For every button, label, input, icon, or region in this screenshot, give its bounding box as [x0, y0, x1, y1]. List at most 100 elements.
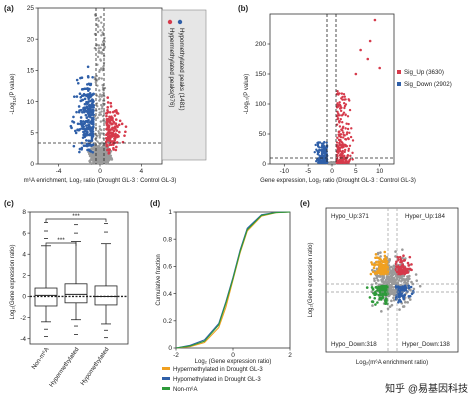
panel-a-point-ns [88, 160, 92, 164]
panel-b-point-up [345, 158, 348, 161]
panel-a-point-ns [97, 49, 101, 53]
panel-e-point-hypo-up [375, 263, 379, 266]
panel-b-point-down [321, 149, 325, 153]
panel-a-point-ns [98, 76, 101, 80]
panel-c-ytick-label-0: -4 [20, 336, 26, 343]
panel-e-point-ns [410, 280, 413, 284]
legend-d-non-marker [162, 387, 170, 390]
panel-a-point-ns [100, 110, 103, 113]
panel-b-point-up [340, 106, 343, 110]
panel-a-point-hyper [106, 148, 110, 152]
panel-a-point-ns [88, 154, 92, 158]
panel-b-point-up [351, 139, 355, 142]
panel-e-point-hypo-up [384, 256, 387, 260]
panel-c-category-2: Hypomethylated [79, 346, 111, 387]
panel-a-point-hypo [86, 119, 89, 123]
panel-a-point-ns [90, 147, 93, 150]
panel-b-label: (b) [238, 4, 249, 13]
panel-a-point-hypo [80, 88, 84, 91]
panel-b-point-up [337, 151, 340, 155]
panel-e-point-ns [409, 288, 412, 292]
panel-a-point-ns [96, 30, 100, 34]
sig-mark-2: *** [72, 213, 80, 220]
panel-e-point-ns [393, 272, 397, 276]
panel-b-point-down [318, 148, 321, 152]
panel-a-point-hypo [90, 136, 94, 140]
panel-c-ytick-label-4: 4 [22, 251, 26, 258]
panel-e-point-ns [401, 248, 404, 251]
panel-e-point-ns [387, 278, 391, 281]
panel-b-point-up [344, 127, 347, 130]
panel-e-point-ns [418, 284, 422, 288]
panel-b-point-down [313, 150, 316, 154]
panel-a-point-hyper [109, 101, 113, 105]
panel-e-point-hyper-down [403, 293, 406, 297]
panel-a-point-ns [96, 63, 99, 66]
panel-a-point-hypo [85, 139, 88, 142]
panel-c-ylabel: Log₂(Gene expression ratio) [10, 244, 16, 319]
panel-a-xlabel: m⁶A enrichment, Log₂ ratio (Drought GL-3… [24, 177, 177, 184]
panel-a-point-hypo [87, 100, 90, 103]
panel-a-point-ns [100, 21, 103, 24]
panel-a-point-hyper [105, 144, 108, 147]
panel-a-point-hypo [70, 126, 73, 130]
panel-b-xtick-label-1: -5 [305, 168, 311, 175]
panel-e-point-hyper-up [404, 269, 407, 273]
panel-b-point-up [349, 135, 353, 139]
panel-e-point-hyper-down [399, 286, 402, 289]
panel-a-point-hypo [88, 92, 92, 95]
panel-e: Hypo_Up:371 Hyper_Up:184 Hypo_Down:318 H… [308, 207, 459, 366]
panel-a-point-ns [99, 143, 102, 146]
panel-a-legend [161, 9, 207, 161]
panel-e-point-hyper-up [407, 264, 410, 267]
panel-a-point-hypo [82, 130, 85, 134]
panel-e-point-hyper-up [396, 258, 400, 262]
panel-a-point-hypo [87, 143, 91, 146]
panel-b-point-down [318, 141, 322, 144]
panel-e-point-ns [376, 278, 380, 282]
panel-b-point-up [343, 98, 346, 101]
panel-a-point-hypo [78, 109, 81, 112]
panel-a-point-hypo [84, 113, 88, 117]
panel-a-point-hypo [86, 83, 89, 86]
panel-d-ytick-label-5: 1 [168, 209, 172, 216]
panel-b-point-up [336, 102, 339, 105]
panel-e-point-ns [397, 279, 401, 282]
panel-b-point-up [343, 104, 347, 108]
panel-a-point-hyper [115, 124, 119, 128]
panel-e-point-hyper-down [412, 291, 415, 294]
panel-a-ytick-label-4: 20 [27, 36, 35, 43]
panel-a-point-ns [100, 128, 103, 132]
panel-b-point-up [345, 133, 349, 136]
panel-b-point-up [340, 92, 344, 95]
panel-e-point-hyper-down [404, 285, 407, 289]
panel-a-point-hypo [87, 123, 91, 127]
panel-a-point-hypo [72, 115, 75, 119]
panel-a-point-hypo [78, 92, 82, 96]
panel-b-point-down [317, 157, 320, 160]
panel-a-point-hypo [91, 134, 95, 138]
panel-a-point-ns [98, 95, 101, 98]
panel-b-point-ns [329, 162, 332, 165]
panel-a-point-hypo [83, 108, 87, 112]
panel-e-point-hypo-up [375, 272, 379, 275]
panel-c-ytick-label-1: -2 [20, 315, 26, 322]
panel-b-point-down [318, 154, 321, 157]
panel-b-points [313, 18, 381, 166]
panel-e-point-hyper-up [395, 260, 398, 264]
panel-a-point-hypo [72, 95, 76, 98]
panel-b-point-up [368, 39, 372, 43]
panel-a-point-hypo [86, 65, 90, 69]
panel-a-point-hyper [105, 114, 108, 118]
panel-b-point-up [341, 142, 344, 145]
panel-a-point-hyper [116, 135, 119, 139]
panel-a-point-hypo [85, 116, 89, 120]
panel-a-point-ns [96, 140, 99, 143]
panel-b-point-up [339, 161, 342, 164]
panel-a-point-ns [93, 156, 96, 160]
panel-c-category-0: Non-m⁶A [30, 345, 51, 370]
panel-e-point-hyper-up [398, 255, 402, 259]
legend-hyper-marker [167, 19, 173, 25]
